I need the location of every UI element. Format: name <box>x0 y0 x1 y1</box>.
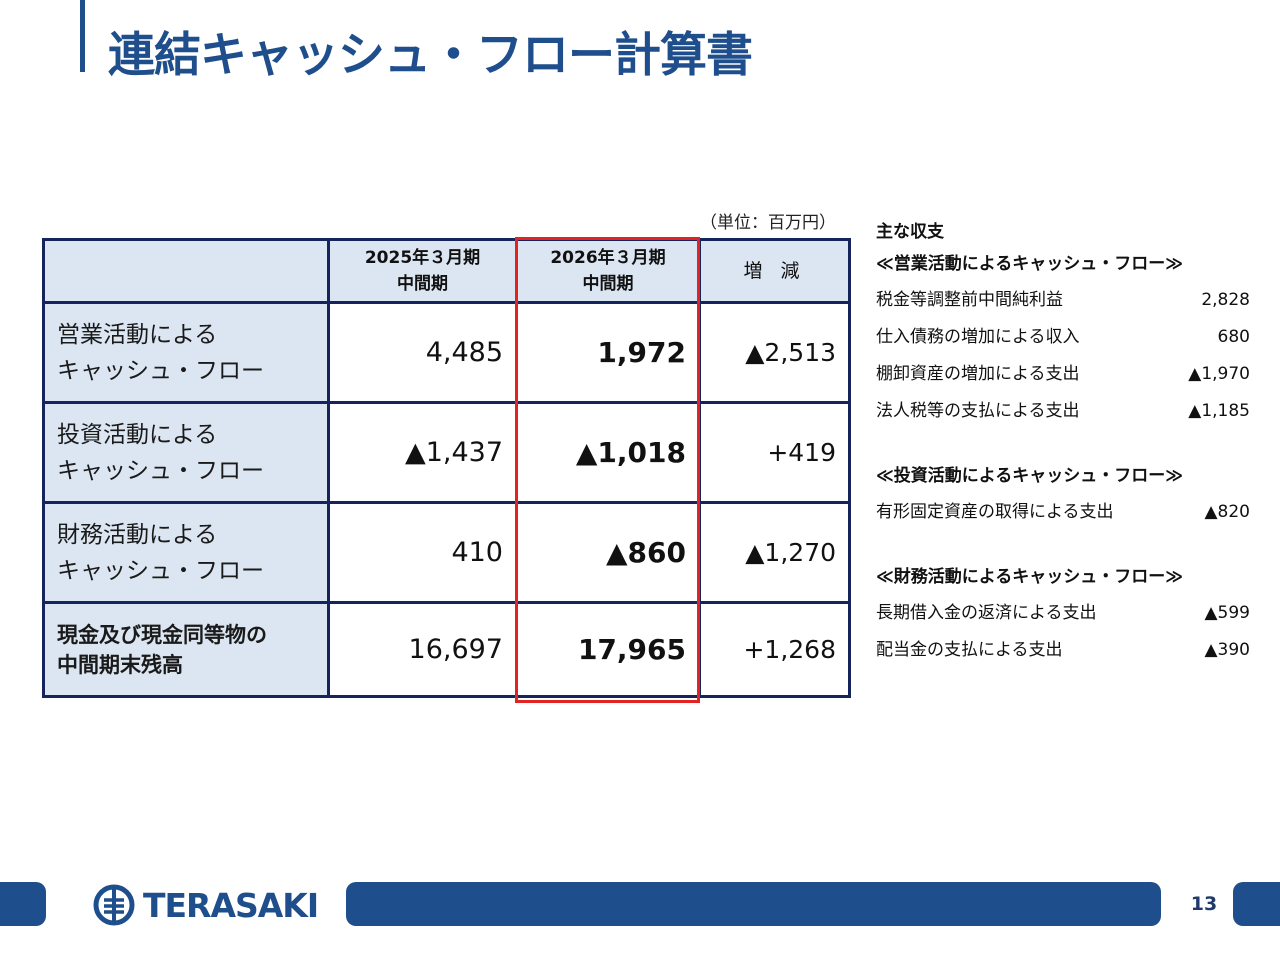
list-item: 有形固定資産の取得による支出 ▲820 <box>876 494 1250 531</box>
spacer <box>876 430 1250 458</box>
header-current-period: 2026年３月期 中間期 <box>515 238 701 304</box>
title-accent-bar <box>80 0 85 72</box>
list-item: 配当金の支払による支出 ▲390 <box>876 632 1250 669</box>
page-title: 連結キャッシュ・フロー計算書 <box>108 28 753 83</box>
section-heading: ≪営業活動によるキャッシュ・フロー≫ <box>876 254 1184 274</box>
main-items-panel: 主な収支 ≪営業活動によるキャッシュ・フロー≫ 税金等調整前中間純利益 2,82… <box>876 218 1250 669</box>
list-item: 仕入債務の増加による収入 680 <box>876 319 1250 356</box>
row-label: 営業活動による キャッシュ・フロー <box>42 301 330 404</box>
side-title: 主な収支 <box>876 222 944 242</box>
logo-text: TERASAKI <box>143 885 319 925</box>
footer-bar-middle <box>346 882 1161 926</box>
item-label: 法人税等の支払による支出 <box>876 401 1080 421</box>
current-value: 17,965 <box>515 601 701 698</box>
footer-bar-right <box>1233 882 1280 926</box>
row-label: 投資活動による キャッシュ・フロー <box>42 401 330 504</box>
header-prev-period: 2025年３月期 中間期 <box>327 238 518 304</box>
table-row: 営業活動による キャッシュ・フロー 4,485 1,972 ▲2,513 <box>42 301 851 404</box>
current-value: ▲1,018 <box>515 401 701 504</box>
row-label-line1: 営業活動による <box>57 321 218 348</box>
row-label-line1: 投資活動による <box>57 421 218 448</box>
header-prev-line1: 2025年３月期 <box>364 248 481 268</box>
prev-value: ▲1,437 <box>327 401 518 504</box>
row-label-line1: 現金及び現金同等物の <box>57 622 267 647</box>
page-number: 13 <box>1190 893 1218 915</box>
row-label-line2: キャッシュ・フロー <box>57 457 264 484</box>
list-item: 長期借入金の返済による支出 ▲599 <box>876 595 1250 632</box>
item-value: ▲1,970 <box>1188 364 1250 384</box>
change-value: ▲1,270 <box>698 501 851 604</box>
item-value: 2,828 <box>1201 290 1250 310</box>
row-label-line2: 中間期末残高 <box>57 652 183 677</box>
company-logo: TERASAKI <box>93 884 319 926</box>
terasaki-emblem-icon <box>93 884 135 926</box>
table-row: 投資活動による キャッシュ・フロー ▲1,437 ▲1,018 +419 <box>42 401 851 504</box>
section-heading: ≪投資活動によるキャッシュ・フロー≫ <box>876 466 1184 486</box>
prev-value: 410 <box>327 501 518 604</box>
table-row: 財務活動による キャッシュ・フロー 410 ▲860 ▲1,270 <box>42 501 851 604</box>
row-label-line1: 財務活動による <box>57 521 218 548</box>
row-label-line2: キャッシュ・フロー <box>57 357 264 384</box>
list-item: 税金等調整前中間純利益 2,828 <box>876 282 1250 319</box>
section-heading: ≪財務活動によるキャッシュ・フロー≫ <box>876 567 1184 587</box>
header-current-line2: 中間期 <box>582 274 634 294</box>
item-label: 仕入債務の増加による収入 <box>876 327 1080 347</box>
item-label: 税金等調整前中間純利益 <box>876 290 1063 310</box>
change-value: +419 <box>698 401 851 504</box>
item-value: 680 <box>1217 327 1250 347</box>
footer-bar-left <box>0 882 46 926</box>
prev-value: 4,485 <box>327 301 518 404</box>
unit-label: （単位：百万円） <box>700 213 836 233</box>
item-label: 配当金の支払による支出 <box>876 640 1063 660</box>
current-value: 1,972 <box>515 301 701 404</box>
item-value: ▲390 <box>1204 640 1250 660</box>
row-label: 財務活動による キャッシュ・フロー <box>42 501 330 604</box>
spacer <box>876 531 1250 559</box>
item-value: ▲820 <box>1204 502 1250 522</box>
row-label: 現金及び現金同等物の 中間期末残高 <box>42 601 330 698</box>
change-value: +1,268 <box>698 601 851 698</box>
table-row-total: 現金及び現金同等物の 中間期末残高 16,697 17,965 +1,268 <box>42 601 851 698</box>
item-label: 有形固定資産の取得による支出 <box>876 502 1114 522</box>
current-value: ▲860 <box>515 501 701 604</box>
header-prev-line2: 中間期 <box>397 274 448 294</box>
header-change: 増 減 <box>698 238 851 304</box>
header-empty-cell <box>42 238 330 304</box>
cash-flow-table: 2025年３月期 中間期 2026年３月期 中間期 増 減 営業活動による キャ… <box>42 238 851 698</box>
change-value: ▲2,513 <box>698 301 851 404</box>
header-current-line1: 2026年３月期 <box>550 248 666 268</box>
item-label: 棚卸資産の増加による支出 <box>876 364 1080 384</box>
prev-value: 16,697 <box>327 601 518 698</box>
list-item: 法人税等の支払による支出 ▲1,185 <box>876 393 1250 430</box>
item-value: ▲599 <box>1204 603 1250 623</box>
list-item: 棚卸資産の増加による支出 ▲1,970 <box>876 356 1250 393</box>
table-header-row: 2025年３月期 中間期 2026年３月期 中間期 増 減 <box>42 238 851 304</box>
row-label-line2: キャッシュ・フロー <box>57 557 264 584</box>
item-value: ▲1,185 <box>1188 401 1250 421</box>
item-label: 長期借入金の返済による支出 <box>876 603 1097 623</box>
